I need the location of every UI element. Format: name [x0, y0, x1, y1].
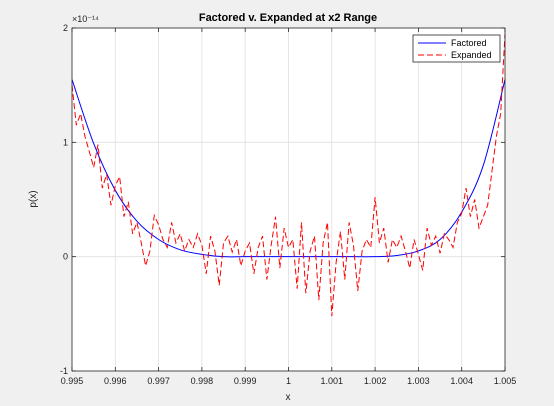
y-exponent-label: ×10⁻¹⁴: [72, 14, 99, 24]
series-layer: [71, 33, 506, 317]
x-tick-label: 0.997: [147, 376, 170, 386]
y-axis-label: p(x): [28, 190, 39, 207]
x-tick-label: 1.004: [450, 376, 473, 386]
x-tick-label: 1.005: [494, 376, 517, 386]
x-tick-label: 0.999: [234, 376, 257, 386]
y-tick-label: 1: [63, 137, 68, 147]
y-tick-label: 2: [63, 23, 68, 33]
chart-title: Factored v. Expanded at x2 Range: [199, 12, 377, 24]
series-expanded-line: [71, 33, 506, 317]
series-factored-line: [71, 79, 506, 258]
x-tick-label: 1.003: [407, 376, 430, 386]
ticks: 0.995 0.996 0.997 0.998 0.999 1 1.001 1.002 1.00…: [60, 23, 516, 386]
y-tick-label: -1: [60, 366, 68, 376]
x-tick-label: 0.996: [104, 376, 127, 386]
legend-label-factored: Factored: [451, 38, 487, 48]
x-axis-label: x: [286, 392, 291, 403]
x-tick-label: 1.001: [321, 376, 344, 386]
legend-box: [412, 34, 501, 63]
x-tick-label: 0.995: [61, 376, 84, 386]
legend-label-expanded: Expanded: [451, 50, 492, 60]
legend: Factored Expanded: [412, 34, 501, 63]
y-tick-label: 0: [63, 252, 68, 262]
x-tick-label: 0.998: [191, 376, 214, 386]
x-tick-label: 1: [286, 376, 291, 386]
x-tick-label: 1.002: [364, 376, 387, 386]
